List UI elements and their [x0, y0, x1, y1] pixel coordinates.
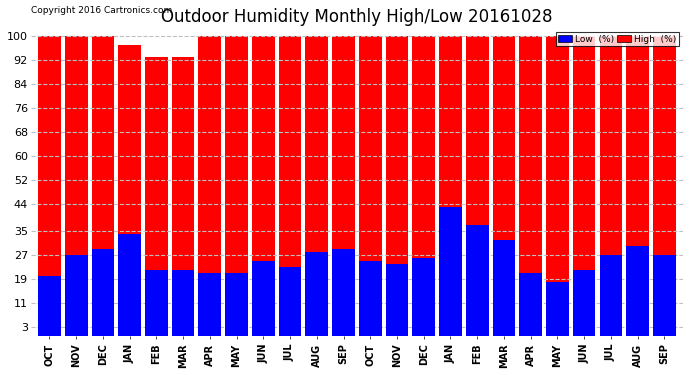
Bar	[413, 258, 435, 336]
Bar	[386, 36, 408, 336]
Bar	[145, 270, 168, 336]
Bar	[359, 36, 382, 336]
Bar	[199, 273, 221, 336]
Bar	[118, 45, 141, 336]
Bar	[413, 36, 435, 336]
Bar	[627, 246, 649, 336]
Bar	[359, 261, 382, 336]
Bar	[466, 225, 489, 336]
Bar	[627, 36, 649, 336]
Bar	[252, 36, 275, 336]
Bar	[520, 36, 542, 336]
Bar	[172, 270, 195, 336]
Bar	[439, 36, 462, 336]
Bar	[38, 276, 61, 336]
Bar	[252, 261, 275, 336]
Bar	[386, 264, 408, 336]
Bar	[493, 240, 515, 336]
Bar	[332, 36, 355, 336]
Bar	[653, 36, 676, 336]
Bar	[38, 36, 61, 336]
Text: Copyright 2016 Cartronics.com: Copyright 2016 Cartronics.com	[31, 6, 172, 15]
Bar	[546, 36, 569, 336]
Bar	[439, 207, 462, 336]
Bar	[92, 249, 115, 336]
Bar	[199, 36, 221, 336]
Bar	[653, 255, 676, 336]
Bar	[65, 36, 88, 336]
Bar	[573, 270, 595, 336]
Bar	[279, 36, 302, 336]
Legend: Low  (%), High  (%): Low (%), High (%)	[555, 32, 678, 46]
Bar	[279, 267, 302, 336]
Bar	[332, 249, 355, 336]
Bar	[306, 252, 328, 336]
Bar	[546, 282, 569, 336]
Bar	[92, 36, 115, 336]
Bar	[65, 255, 88, 336]
Bar	[600, 36, 622, 336]
Bar	[600, 255, 622, 336]
Bar	[306, 36, 328, 336]
Bar	[466, 36, 489, 336]
Bar	[520, 273, 542, 336]
Bar	[225, 36, 248, 336]
Bar	[118, 234, 141, 336]
Title: Outdoor Humidity Monthly High/Low 20161028: Outdoor Humidity Monthly High/Low 201610…	[161, 8, 553, 26]
Bar	[225, 273, 248, 336]
Bar	[145, 57, 168, 336]
Bar	[573, 36, 595, 336]
Bar	[172, 57, 195, 336]
Bar	[493, 36, 515, 336]
